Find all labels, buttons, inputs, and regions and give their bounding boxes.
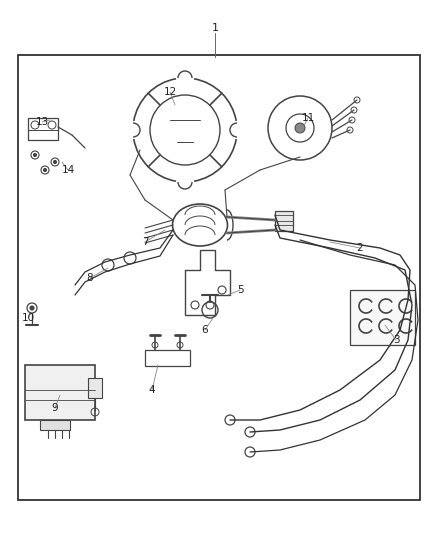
- Text: 1: 1: [212, 23, 219, 33]
- Bar: [18, 55, 420, 500]
- Bar: [40, 420, 70, 430]
- Text: 10: 10: [21, 313, 35, 323]
- Text: 12: 12: [163, 87, 177, 97]
- Text: 11: 11: [301, 113, 314, 123]
- Circle shape: [30, 306, 34, 310]
- Text: 8: 8: [87, 273, 93, 283]
- Text: 4: 4: [148, 385, 155, 395]
- Bar: [28, 130, 58, 140]
- Bar: [275, 225, 293, 231]
- Circle shape: [53, 160, 57, 164]
- Bar: [28, 118, 58, 140]
- Text: 13: 13: [35, 117, 49, 127]
- Circle shape: [33, 154, 36, 157]
- Text: 7: 7: [141, 237, 148, 247]
- Circle shape: [43, 168, 46, 172]
- Bar: [275, 215, 293, 221]
- Text: 9: 9: [52, 403, 58, 413]
- Bar: [25, 365, 95, 420]
- Text: 6: 6: [201, 325, 208, 335]
- Text: 14: 14: [61, 165, 74, 175]
- Bar: [145, 350, 190, 366]
- Bar: [88, 378, 102, 398]
- Bar: [275, 211, 293, 231]
- Text: 2: 2: [357, 243, 363, 253]
- Text: 3: 3: [393, 335, 399, 345]
- Bar: [350, 290, 415, 345]
- Circle shape: [295, 123, 305, 133]
- Text: 5: 5: [237, 285, 244, 295]
